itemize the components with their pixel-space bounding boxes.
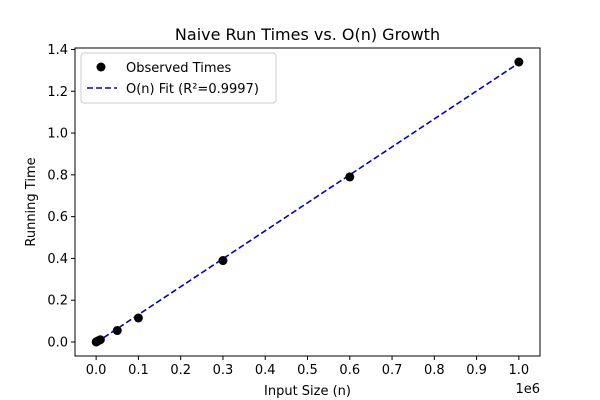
x-tick-label: 0.1 (128, 363, 149, 378)
data-point (112, 326, 122, 336)
y-tick-label: 0.2 (47, 294, 68, 309)
x-tick-label: 0.5 (297, 363, 318, 378)
x-offset-label: 1e6 (515, 382, 540, 397)
x-tick-label: 0.9 (466, 363, 487, 378)
y-axis-label: Running Time (24, 157, 39, 246)
y-tick-label: 1.0 (47, 127, 68, 142)
legend-label-observed: Observed Times (126, 61, 231, 76)
legend-marker-observed (96, 62, 106, 72)
data-point (95, 335, 105, 345)
y-tick-label: 0.6 (47, 210, 68, 225)
x-axis: 0.0 0.1 0.2 0.3 0.4 0.5 0.6 0.7 0.8 0.9 1.0 (86, 356, 529, 378)
x-tick-label: 0.4 (255, 363, 276, 378)
y-tick-label: 0.4 (47, 252, 68, 267)
x-tick-label: 0.0 (86, 363, 107, 378)
x-tick-label: 1.0 (509, 363, 530, 378)
x-tick-label: 0.2 (170, 363, 191, 378)
y-axis: 0.0 0.2 0.4 0.6 0.8 1.0 1.2 1.4 (47, 43, 75, 351)
plot-area (91, 57, 524, 347)
x-tick-label: 0.7 (382, 363, 403, 378)
legend-box (80, 52, 277, 104)
y-tick-label: 0.0 (47, 336, 68, 351)
data-point (345, 172, 355, 182)
chart-title: Naive Run Times vs. O(n) Growth (175, 25, 440, 44)
y-tick-label: 1.4 (47, 43, 68, 58)
data-point (514, 57, 524, 67)
legend-label-fit: O(n) Fit (R²=0.9997) (126, 82, 259, 97)
x-axis-label: Input Size (n) (264, 384, 351, 399)
y-tick-label: 0.8 (47, 168, 68, 183)
x-tick-label: 0.8 (424, 363, 445, 378)
x-tick-label: 0.3 (213, 363, 234, 378)
data-point (133, 313, 143, 323)
legend: Observed Times O(n) Fit (R²=0.9997) (80, 52, 277, 104)
y-tick-label: 1.2 (47, 85, 68, 100)
x-tick-label: 0.6 (339, 363, 360, 378)
data-point (218, 256, 228, 266)
fit-line (95, 62, 520, 344)
